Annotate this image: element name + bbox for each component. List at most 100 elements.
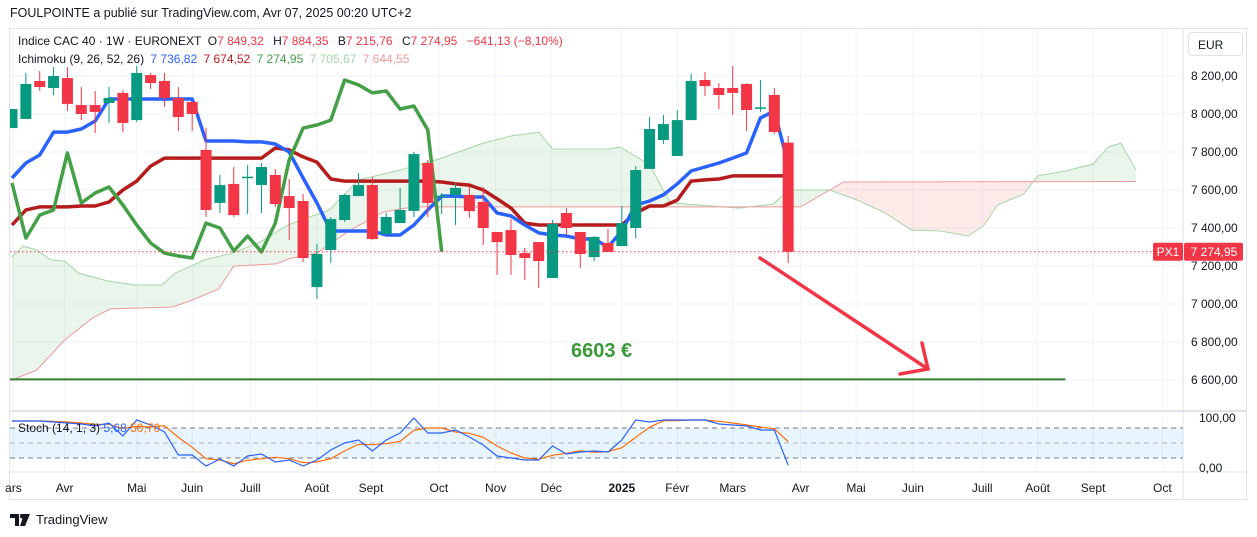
candle-body	[34, 80, 46, 88]
currency-button[interactable]: EUR	[1188, 32, 1243, 56]
down-arrow-drawing	[758, 256, 931, 376]
candles	[10, 65, 794, 300]
candle-body	[186, 102, 198, 114]
symbol-name[interactable]: Indice CAC 40 · 1W · EURONEXT	[18, 34, 202, 48]
candle-body	[560, 212, 572, 228]
low-label: B	[337, 34, 346, 48]
stoch-d-line	[12, 419, 789, 465]
candle-body	[574, 231, 586, 255]
tradingview-logo-text: TradingView	[36, 512, 108, 527]
candle-body	[131, 72, 143, 121]
time-tick-label: Août	[1025, 481, 1050, 495]
candle-body	[103, 98, 115, 103]
ichimoku-name[interactable]: Ichimoku (9, 26, 52, 26)	[18, 52, 145, 66]
chikou-value: 7 274,95	[256, 52, 304, 66]
candle-body	[408, 154, 420, 211]
candle-body	[754, 107, 766, 109]
candle-body	[61, 78, 73, 104]
candle-body	[380, 216, 392, 235]
price-tick-label: 8 200,00	[1191, 69, 1238, 83]
annotations[interactable]	[10, 251, 1183, 381]
price-tick-label: 7 400,00	[1191, 221, 1238, 235]
candle-body	[214, 185, 226, 203]
time-tick-label: ars	[5, 481, 22, 495]
span-a-value: 7 705,67	[309, 52, 357, 66]
candle-body	[602, 243, 614, 252]
candle-body	[644, 129, 656, 169]
candle-body	[172, 98, 184, 118]
stoch-name[interactable]: Stoch (14, 1, 3)	[18, 421, 101, 435]
stoch-legend[interactable]: Stoch (14, 1, 3) 5,68 50,70	[18, 421, 160, 435]
time-tick-label: Déc	[540, 481, 561, 495]
stochastic-pane	[10, 417, 1183, 467]
stoch-d-value: 50,70	[130, 421, 161, 435]
candle-body	[657, 124, 669, 141]
high-label: H	[273, 34, 282, 48]
time-tick-label: Mai	[127, 481, 146, 495]
px1-badge	[1153, 242, 1183, 261]
last-price-badge	[1184, 242, 1243, 261]
span-b-value: 7 644,55	[362, 52, 410, 66]
close-label: C	[401, 34, 411, 48]
px1-badge-label: PX1	[1157, 245, 1180, 259]
candle-body	[325, 219, 337, 251]
candle-body	[616, 223, 628, 247]
candle-body	[422, 163, 434, 203]
candle-body	[741, 83, 753, 111]
candle-body	[782, 142, 794, 252]
candle-body	[366, 185, 378, 240]
price-tick-label: 6 600,00	[1191, 373, 1238, 387]
time-tick-label: Juin	[902, 481, 924, 495]
time-tick-label: Juill	[972, 481, 993, 495]
axes: 8 200,00 8 000,00 7 800,00 7 600,00 7 400,00…	[5, 69, 1243, 495]
stoch-tick-label: 100,00	[1199, 411, 1236, 425]
candle-body	[297, 201, 309, 259]
stoch-k-value: 5,68	[103, 421, 127, 435]
time-tick-label: Sept	[359, 481, 384, 495]
candle-body	[158, 80, 170, 99]
low-value: 7 215,76	[345, 34, 393, 48]
candle-body	[519, 253, 531, 259]
cloud-bearish-fill	[725, 180, 1035, 236]
tenkan-value: 7 736,82	[150, 52, 198, 66]
candle-body	[353, 185, 364, 197]
time-tick-label: Août	[305, 481, 330, 495]
price-tick-label: 8 000,00	[1191, 107, 1238, 121]
candle-body	[547, 224, 559, 278]
ichimoku-lines	[10, 78, 790, 260]
last-price-badge-label: 7 274,95	[1191, 245, 1238, 259]
high-value: 7 884,35	[281, 34, 329, 48]
price-tick-label: 7 800,00	[1191, 145, 1238, 159]
candle-body	[228, 183, 240, 216]
span-b-line	[11, 181, 1137, 381]
open-label: O	[207, 34, 218, 48]
candle-body	[394, 209, 406, 224]
price-tick-label: 6 800,00	[1191, 335, 1238, 349]
symbol-legend[interactable]: Indice CAC 40 · 1W · EURONEXT O7 849,32 …	[18, 34, 566, 48]
time-tick-label: Mai	[846, 481, 865, 495]
price-tick-label: 7 000,00	[1191, 297, 1238, 311]
cloud-bullish-fill	[12, 132, 1137, 380]
close-value: 7 274,95	[410, 34, 458, 48]
candle-body	[713, 87, 725, 95]
candle-body	[450, 187, 462, 195]
tradingview-logo[interactable]: TradingView	[10, 512, 108, 527]
tradingview-logo-icon	[10, 513, 30, 526]
candle-body	[727, 87, 739, 93]
time-tick-label: Oct	[1153, 481, 1172, 495]
candle-body	[671, 120, 683, 156]
stoch-k-line	[12, 417, 789, 467]
candle-body	[283, 196, 295, 209]
ichimoku-legend[interactable]: Ichimoku (9, 26, 52, 26) 7 736,82 7 674,…	[18, 52, 412, 66]
chart-frame	[9, 28, 1247, 500]
candle-body	[768, 95, 780, 133]
change-value: −641,13 (−8,10%)	[466, 34, 563, 48]
price-tick-label: 7 200,00	[1191, 259, 1238, 273]
candle-body	[10, 109, 18, 129]
candle-body	[255, 167, 267, 186]
chikou-line	[10, 78, 444, 260]
target-price-label[interactable]: 6603 €	[571, 340, 633, 362]
candle-body	[505, 230, 517, 255]
price-tick-label: 7 600,00	[1191, 183, 1238, 197]
